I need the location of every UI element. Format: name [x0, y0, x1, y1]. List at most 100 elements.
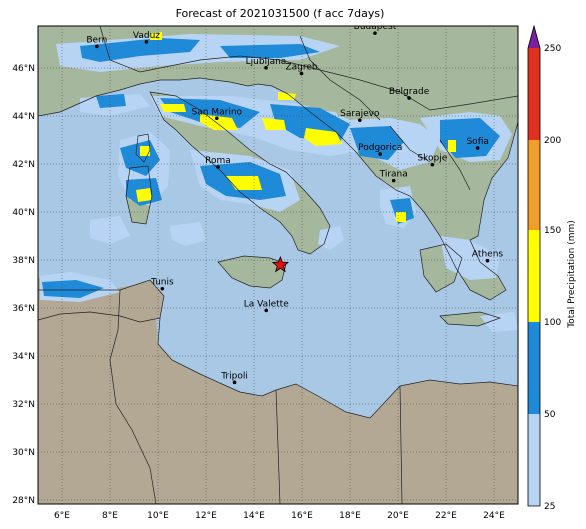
city-roma: Roma: [205, 156, 231, 169]
colorbar-outline: [527, 24, 541, 507]
colorbar: 25 50 100 150 200 250 Total Precipitatio…: [527, 24, 577, 512]
lat-tick-label: 34°N: [12, 352, 35, 362]
city-dot: [216, 165, 220, 169]
colorbar-50-100: [528, 322, 540, 414]
city-label: Bern: [86, 35, 107, 45]
lon-ticks: 6°E 8°E 10°E 12°E 14°E 16°E 18°E 20°E 22…: [54, 511, 505, 521]
lon-tick-label: 16°E: [291, 511, 313, 521]
map-title: Forecast of 2021031500 (f acc 7days): [175, 7, 385, 20]
city-ljubljana: Ljubljana: [246, 57, 287, 70]
city-bern: Bern: [86, 35, 107, 49]
city-label: Budapest: [354, 22, 397, 32]
city-dot: [378, 152, 383, 156]
colorbar-200-250: [528, 48, 540, 140]
lat-tick-label: 46°N: [12, 64, 35, 74]
city-dot: [215, 116, 219, 121]
city-zagreb: Zagreb: [285, 63, 318, 76]
sicily-land: [218, 256, 286, 288]
lon-tick-label: 24°E: [483, 511, 505, 521]
city-label: Belgrade: [389, 87, 430, 97]
lon-tick-label: 14°E: [243, 511, 265, 521]
city-san-marino: San Marino: [192, 107, 243, 121]
city-tunis: Tunis: [150, 278, 174, 291]
city-sofia: Sofia: [466, 137, 489, 150]
lat-ticks: 46°N 44°N 42°N 40°N 38°N 36°N 34°N 32°N …: [12, 64, 35, 506]
colorbar-tick: 200: [544, 136, 561, 146]
city-label: La Valette: [244, 299, 289, 309]
grid: [38, 26, 518, 504]
city-dot: [144, 39, 149, 44]
event-marker-layer: [271, 255, 290, 273]
city-label: Zagreb: [285, 63, 317, 73]
lat-tick-label: 28°N: [12, 496, 35, 506]
city-dot: [475, 146, 480, 150]
precip-100-150: [136, 32, 456, 222]
lat-tick-label: 38°N: [12, 256, 35, 266]
lon-tick-label: 6°E: [54, 511, 70, 521]
city-skopje: Skopje: [417, 154, 448, 167]
colorbar-over-triangle: [528, 26, 540, 48]
city-dot: [264, 308, 269, 313]
city-label: Sofia: [466, 137, 488, 147]
city-label: Tirana: [379, 170, 408, 180]
lat-tick-label: 32°N: [12, 400, 35, 410]
city-dot: [373, 31, 377, 35]
city-dot: [299, 71, 304, 76]
colorbar-25-50: [528, 414, 540, 506]
event-star-icon: [271, 255, 290, 273]
lat-tick-label: 44°N: [12, 112, 35, 122]
map-frame: [37, 25, 519, 505]
city-label: Tripoli: [220, 371, 248, 381]
lon-tick-label: 10°E: [147, 511, 169, 521]
city-sarajevo: Sarajevo: [340, 109, 380, 122]
city-athens: Athens: [472, 250, 503, 263]
colorbar-tick: 250: [544, 44, 561, 54]
city-belgrade: Belgrade: [389, 87, 430, 100]
lat-tick-label: 36°N: [12, 304, 35, 314]
lat-tick-label: 42°N: [12, 160, 35, 170]
city-label: Vaduz: [133, 31, 160, 41]
city-vaduz: Vaduz: [133, 31, 160, 44]
lon-tick-label: 22°E: [435, 511, 457, 521]
city-label: Ljubljana: [246, 57, 287, 67]
city-la-valette: La Valette: [244, 299, 289, 313]
city-dot: [232, 380, 237, 385]
colorbar-tick: 50: [544, 410, 556, 420]
city-dot: [358, 118, 362, 122]
city-label: Podgorica: [358, 143, 402, 153]
city-dot: [485, 258, 490, 263]
city-dot: [430, 162, 435, 167]
colorbar-150-200: [528, 140, 540, 230]
city-label: Athens: [472, 250, 503, 260]
city-dot: [95, 44, 99, 49]
city-label: Skopje: [417, 154, 447, 164]
colorbar-100-150: [528, 230, 540, 322]
city-dot: [391, 178, 396, 183]
city-label: Sarajevo: [340, 109, 380, 119]
city-tirana: Tirana: [379, 170, 408, 183]
borders: [38, 26, 518, 504]
city-dot: [160, 286, 165, 291]
city-label: Tunis: [150, 278, 174, 288]
colorbar-tick: 100: [544, 318, 561, 328]
city-dot: [407, 96, 411, 100]
lon-tick-label: 18°E: [339, 511, 361, 521]
city-budapest: Budapest: [354, 22, 397, 35]
colorbar-tick: 150: [544, 226, 561, 236]
city-label: Roma: [205, 156, 231, 166]
colorbar-label: Total Precipitation (mm): [567, 220, 577, 329]
lat-tick-label: 30°N: [12, 448, 35, 458]
lat-tick-label: 40°N: [12, 208, 35, 218]
city-dot: [264, 66, 268, 70]
colorbar-tick: 25: [544, 502, 555, 512]
lon-tick-label: 8°E: [102, 511, 118, 521]
europe-north-land: [38, 26, 518, 300]
city-tripoli: Tripoli: [220, 371, 248, 385]
lon-tick-label: 12°E: [195, 511, 217, 521]
city-label: San Marino: [192, 107, 243, 117]
city-podgorica: Podgorica: [358, 143, 402, 156]
lon-tick-label: 20°E: [387, 511, 409, 521]
